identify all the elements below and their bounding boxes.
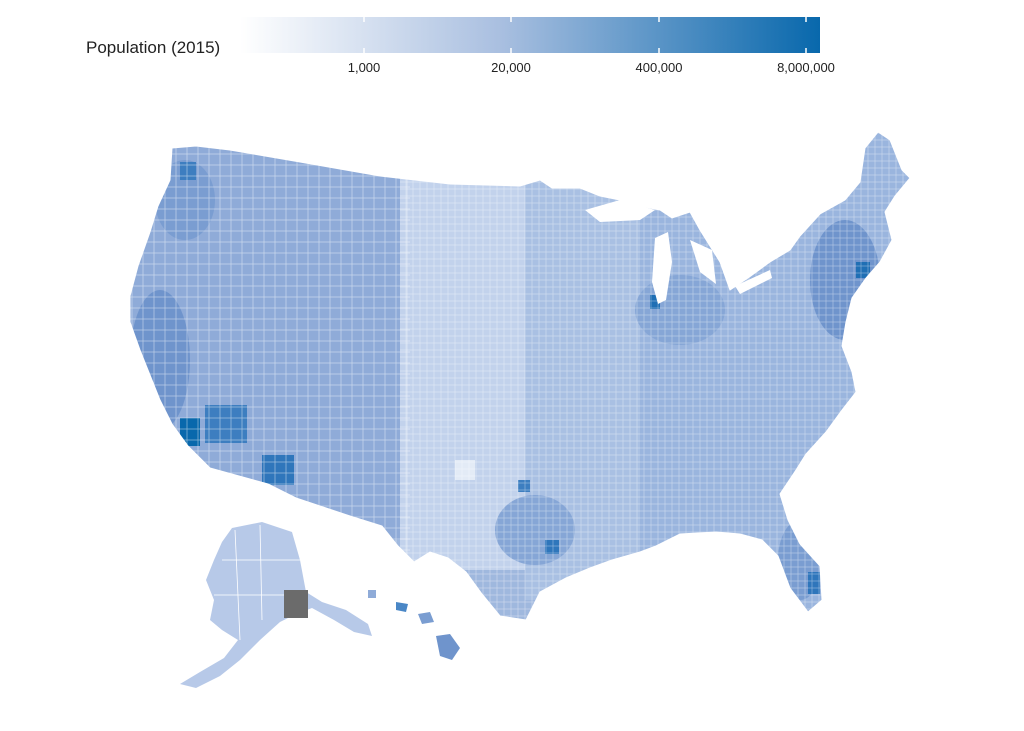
legend: Population (2015) 1,000 20,000 400,000 8… bbox=[0, 0, 1024, 90]
lake-erie bbox=[735, 270, 772, 294]
hawaii-island-kauai bbox=[368, 590, 376, 598]
county-missing-data bbox=[284, 590, 308, 618]
legend-tick-label: 1,000 bbox=[347, 60, 381, 75]
hawaii-island-oahu bbox=[396, 602, 408, 612]
legend-tick-label: 400,000 bbox=[635, 60, 683, 75]
alaska-fill bbox=[180, 522, 372, 688]
hawaii-island-main bbox=[436, 634, 460, 660]
county-borders-east bbox=[400, 132, 910, 620]
alaska bbox=[180, 522, 372, 688]
lake-superior bbox=[585, 200, 655, 222]
lake-michigan bbox=[652, 232, 672, 304]
legend-colorbar bbox=[240, 17, 820, 53]
legend-tick-label: 20,000 bbox=[491, 60, 531, 75]
hawaii bbox=[368, 590, 460, 660]
legend-title: Population (2015) bbox=[86, 38, 221, 57]
lake-huron bbox=[690, 240, 716, 284]
hawaii-island-maui bbox=[418, 612, 434, 624]
alaska-county-borders bbox=[214, 524, 306, 641]
legend-tick-label: 8,000,000 bbox=[777, 60, 835, 75]
contiguous-us-outline bbox=[129, 131, 911, 621]
